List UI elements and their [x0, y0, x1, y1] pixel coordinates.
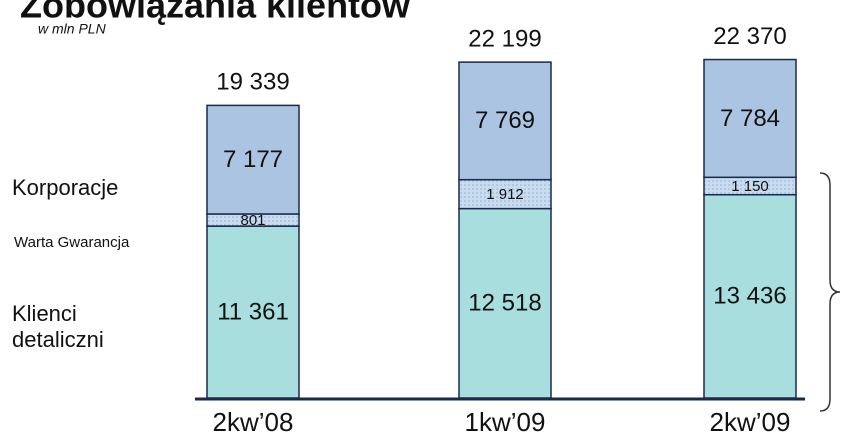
series-label: Warta Gwarancja	[14, 234, 130, 251]
value-label: 13 436	[713, 283, 786, 310]
bar-segment	[703, 58, 797, 179]
bar-segment	[458, 207, 552, 399]
x-tick-label: 2kw’08	[213, 407, 294, 437]
value-label: 11 361	[217, 298, 289, 325]
total-label: 19 339	[216, 69, 289, 96]
value-label: 801	[240, 212, 265, 229]
series-label: Korporacje	[12, 175, 119, 200]
bar-segment	[206, 225, 300, 399]
value-label: 12 518	[468, 290, 541, 317]
value-label: 7 784	[720, 105, 780, 132]
chart-title: Zobowiązania klientów	[20, 0, 411, 26]
bar-segment	[206, 104, 300, 215]
bar-segment	[458, 61, 552, 181]
value-label: 7 177	[223, 146, 283, 173]
value-label: 1 912	[486, 186, 524, 203]
total-label: 22 199	[468, 25, 541, 52]
bar-segment	[703, 193, 797, 399]
brace	[819, 172, 841, 412]
series-label: Klienci detaliczni	[12, 301, 104, 353]
total-label: 22 370	[713, 23, 786, 50]
subtitle: w mln PLN	[38, 21, 107, 37]
value-label: 1 150	[731, 178, 769, 195]
value-label: 7 769	[475, 107, 535, 134]
x-tick-label: 1kw’09	[465, 407, 546, 437]
x-tick-label: 2kw’09	[710, 407, 791, 437]
bar-segment	[458, 178, 552, 210]
